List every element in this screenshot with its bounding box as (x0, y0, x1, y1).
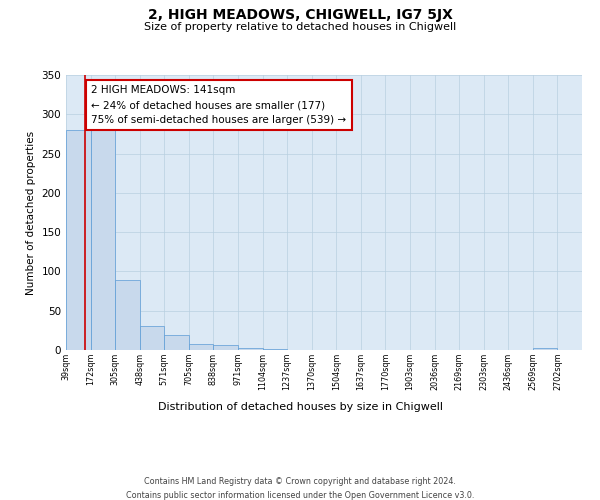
Text: 2 HIGH MEADOWS: 141sqm
← 24% of detached houses are smaller (177)
75% of semi-de: 2 HIGH MEADOWS: 141sqm ← 24% of detached… (91, 85, 347, 125)
Text: 2, HIGH MEADOWS, CHIGWELL, IG7 5JX: 2, HIGH MEADOWS, CHIGWELL, IG7 5JX (148, 8, 452, 22)
Bar (164, 335, 189, 350)
Bar (189, 344, 214, 350)
Text: Contains public sector information licensed under the Open Government Licence v3: Contains public sector information licen… (126, 491, 474, 500)
Bar (91, 122, 115, 350)
Bar (140, 326, 164, 350)
Bar (214, 346, 238, 350)
Y-axis label: Number of detached properties: Number of detached properties (26, 130, 36, 294)
Text: Size of property relative to detached houses in Chigwell: Size of property relative to detached ho… (144, 22, 456, 32)
Bar (238, 348, 263, 350)
Bar (263, 349, 287, 350)
Text: Distribution of detached houses by size in Chigwell: Distribution of detached houses by size … (157, 402, 443, 412)
Bar (66, 130, 91, 350)
Bar (115, 280, 140, 350)
Text: Contains HM Land Registry data © Crown copyright and database right 2024.: Contains HM Land Registry data © Crown c… (144, 478, 456, 486)
Bar (533, 348, 557, 350)
